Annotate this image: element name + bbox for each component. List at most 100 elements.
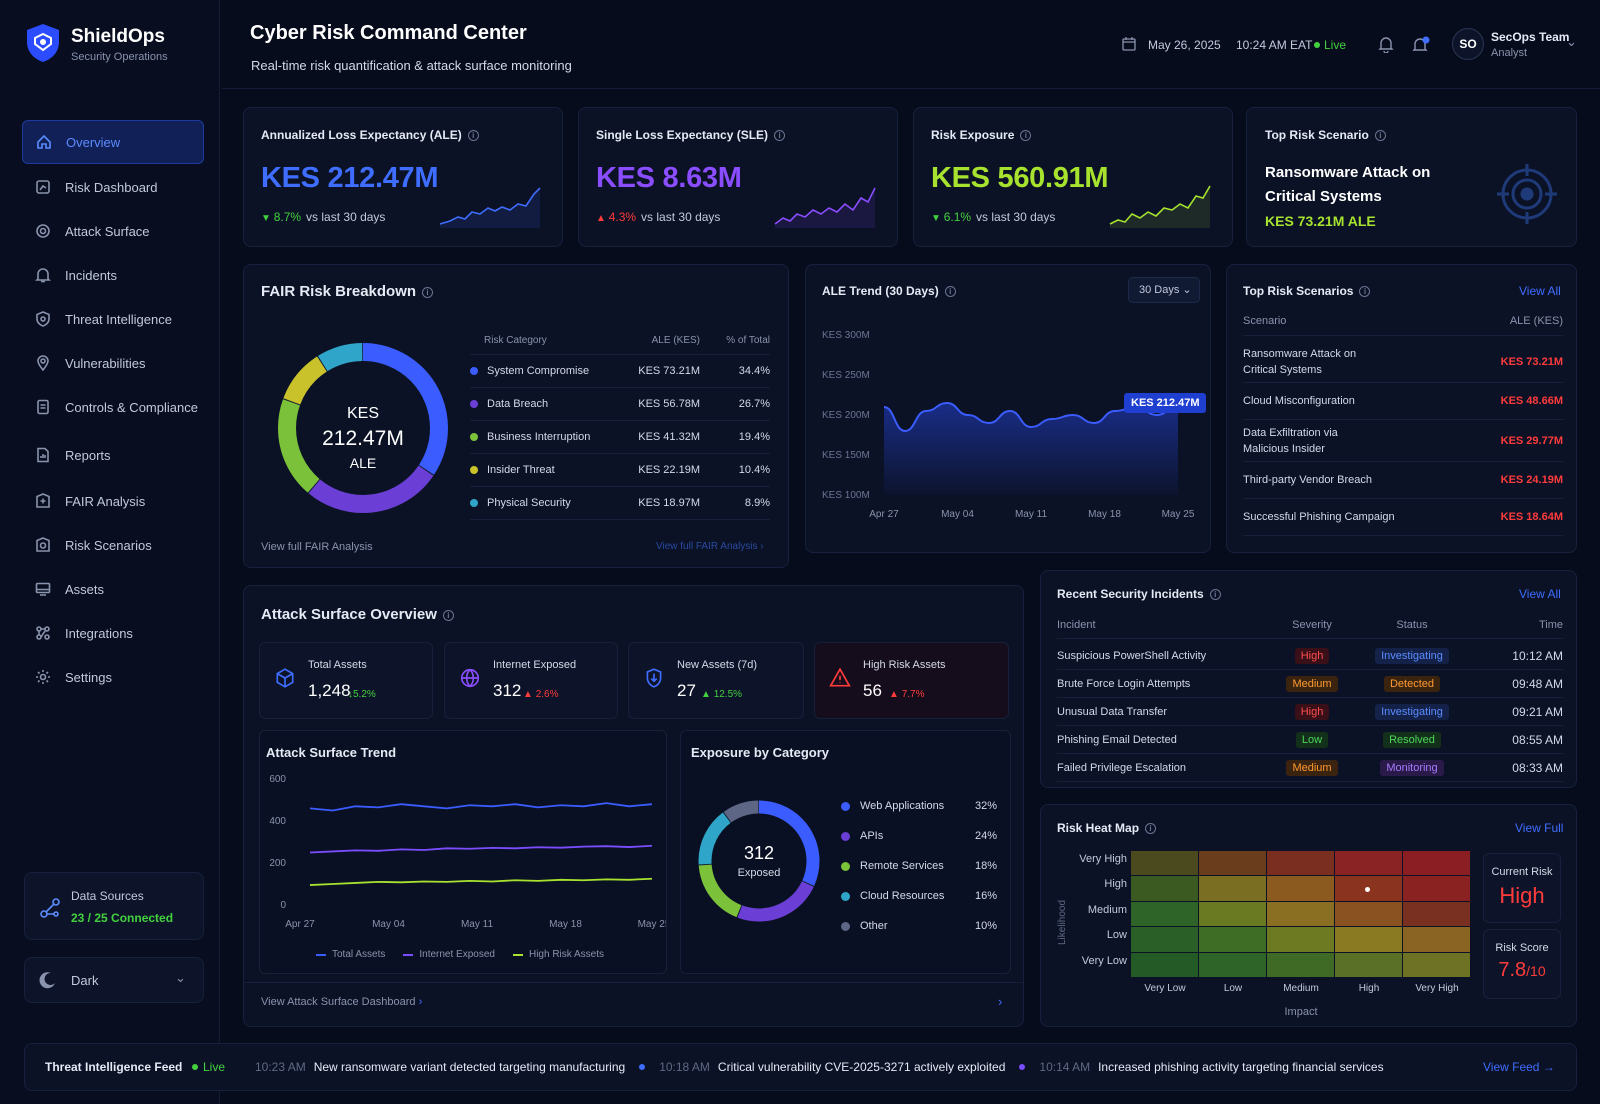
heat-cell[interactable] — [1403, 927, 1470, 952]
incident-row[interactable]: Failed Privilege Escalation Medium Monitor… — [1057, 754, 1563, 782]
heat-cell[interactable] — [1199, 851, 1266, 876]
heat-cell[interactable] — [1131, 851, 1198, 876]
notification-bell-icon[interactable] — [1378, 36, 1394, 56]
incident-row[interactable]: Unusual Data Transfer High Investigating 09… — [1057, 698, 1563, 726]
heat-cell[interactable] — [1403, 952, 1470, 977]
attack-stat-card[interactable]: High Risk Assets 56 ▲ 7.7% — [814, 642, 1009, 719]
heat-cell[interactable] — [1267, 901, 1334, 927]
live-dot-icon — [1314, 42, 1320, 48]
scenario-row[interactable]: Third-party Vendor Breach KES 24.19M — [1243, 462, 1563, 499]
heat-cell[interactable] — [1131, 876, 1198, 901]
heat-cell[interactable] — [1199, 952, 1266, 977]
current-risk-label: Current Risk — [1491, 866, 1553, 878]
sidebar-item-reports[interactable]: Reports — [22, 433, 204, 477]
heat-cell[interactable] — [1267, 851, 1334, 876]
kpi-card-1[interactable]: Annualized Loss Expectancy (ALE) i KES 212… — [243, 107, 563, 247]
chevron-right-icon[interactable]: › — [998, 994, 1003, 1009]
heat-cell[interactable] — [1267, 952, 1334, 977]
sidebar-item-controls-compliance[interactable]: Controls & Compliance — [22, 385, 204, 429]
status-badge: Monitoring — [1380, 759, 1444, 776]
view-feed-link[interactable]: View Feed → — [1483, 1060, 1555, 1074]
attack-stat-card[interactable]: Internet Exposed 312 ▲ 2.6% — [444, 642, 618, 719]
heat-cell[interactable] — [1199, 927, 1266, 952]
heat-cell[interactable] — [1335, 901, 1402, 927]
attack-stat-label: New Assets (7d) — [677, 659, 758, 671]
sidebar-item-incidents[interactable]: Incidents — [22, 253, 204, 297]
attack-stat-card[interactable]: Total Assets 1,248 ↓5.2% — [259, 642, 433, 719]
top-risk-scenarios-view-all[interactable]: View All — [1519, 284, 1561, 298]
view-attack-surface-link[interactable]: View Attack Surface Dashboard › — [261, 996, 423, 1008]
fair-row[interactable]: Data Breach KES 56.78M 26.7% — [470, 388, 770, 421]
legend-line-icon — [403, 953, 414, 956]
heat-cell[interactable] — [1403, 876, 1470, 901]
exposure-legend-item: Remote Services 18% — [841, 851, 997, 881]
top-risk-scenarios-header: Scenario ALE (KES) — [1243, 315, 1563, 336]
heat-cell[interactable] — [1131, 952, 1198, 977]
fair-row[interactable]: Business Interruption KES 41.32M 19.4% — [470, 421, 770, 454]
scenario-row[interactable]: Ransomware Attack on Critical Systems KES … — [1243, 341, 1563, 383]
sidebar-item-fair-analysis[interactable]: FAIR Analysis — [22, 479, 204, 523]
sidebar-item-settings[interactable]: Settings — [22, 655, 204, 699]
heat-map-view-full[interactable]: View Full — [1515, 821, 1564, 835]
feed-item[interactable]: 10:23 AM New ransomware variant detected … — [255, 1060, 646, 1074]
sidebar-item-assets[interactable]: Assets — [22, 567, 204, 611]
view-fair-analysis-link[interactable]: View full FAIR Analysis — [261, 541, 373, 553]
attack-stat-card[interactable]: New Assets (7d) 27 ▲ 12.5% — [628, 642, 804, 719]
heat-cell[interactable] — [1199, 876, 1266, 901]
incident-row[interactable]: Suspicious PowerShell Activity High Invest… — [1057, 642, 1563, 670]
page-title: Cyber Risk Command Center — [250, 22, 527, 44]
brand-subtitle: Security Operations — [71, 51, 168, 63]
sidebar-item-vulnerabilities[interactable]: Vulnerabilities — [22, 341, 204, 385]
ale-range-select[interactable]: 30 Days ⌄ — [1128, 277, 1200, 303]
incident-row[interactable]: Phishing Email Detected Low Resolved 08:55 … — [1057, 726, 1563, 754]
view-fair-analysis-link-secondary[interactable]: View full FAIR Analysis › — [656, 541, 764, 552]
data-sources-card[interactable]: Data Sources 23 / 25 Connected — [24, 872, 204, 940]
heat-cell[interactable] — [1131, 901, 1198, 927]
feed-item[interactable]: 10:14 AM Increased phishing activity targ… — [1039, 1060, 1383, 1074]
sidebar-item-threat-intelligence[interactable]: Threat Intelligence — [22, 297, 204, 341]
ale-x-tick: May 11 — [1015, 509, 1047, 520]
info-icon: i — [1359, 286, 1371, 298]
heat-cell[interactable] — [1403, 901, 1470, 927]
sidebar-item-overview[interactable]: Overview — [22, 120, 204, 164]
heat-cell[interactable] — [1131, 927, 1198, 952]
user-menu-chevron-icon[interactable]: ⌄ — [1566, 34, 1577, 49]
heat-cell[interactable] — [1199, 901, 1266, 927]
incidents-view-all[interactable]: View All — [1519, 587, 1561, 601]
kpi-card-3[interactable]: Risk Exposure i KES 560.91M ▼ 6.1% vs last 3… — [913, 107, 1233, 247]
heat-cell[interactable] — [1335, 851, 1402, 876]
top-risk-scenario-card[interactable]: Top Risk Scenario i Ransomware Attack on … — [1246, 107, 1577, 247]
heat-cell[interactable] — [1403, 851, 1470, 876]
fair-row[interactable]: Physical Security KES 18.97M 8.9% — [470, 487, 770, 520]
avatar[interactable]: SO — [1452, 28, 1484, 60]
kpi-card-2[interactable]: Single Loss Expectancy (SLE) i KES 8.63M ▲ … — [578, 107, 898, 247]
heat-map-grid — [1131, 851, 1471, 978]
user-name[interactable]: SecOps Team — [1491, 30, 1570, 44]
sidebar-item-integrations[interactable]: Integrations — [22, 611, 204, 655]
heat-cell[interactable] — [1267, 876, 1334, 901]
heat-cell[interactable] — [1267, 927, 1334, 952]
feed-item[interactable]: 10:18 AM Critical vulnerability CVE-2025-… — [659, 1060, 1026, 1074]
sidebar-item-attack-surface[interactable]: Attack Surface — [22, 209, 204, 253]
scenario-ale: KES 48.66M — [1500, 395, 1563, 407]
sidebar-item-risk-dashboard[interactable]: Risk Dashboard — [22, 165, 204, 209]
fair-row[interactable]: Insider Threat KES 22.19M 10.4% — [470, 454, 770, 487]
theme-selector[interactable]: Dark ⌄ — [24, 957, 204, 1003]
current-risk-card: Current Risk High — [1483, 853, 1561, 923]
heat-cell[interactable] — [1335, 927, 1402, 952]
scenario-row[interactable]: Successful Phishing Campaign KES 18.64M — [1243, 499, 1563, 536]
scenario-row[interactable]: Cloud Misconfiguration KES 48.66M — [1243, 383, 1563, 420]
sidebar-item-risk-scenarios[interactable]: Risk Scenarios — [22, 523, 204, 567]
fair-row-category: Business Interruption — [487, 431, 591, 443]
scenario-row[interactable]: Data Exfiltration via Malicious Insider KE… — [1243, 420, 1563, 462]
kpi-title: Single Loss Expectancy (SLE) i — [596, 128, 786, 142]
arrow-right-icon: → — [1542, 1060, 1555, 1074]
incident-row[interactable]: Brute Force Login Attempts Medium Detected… — [1057, 670, 1563, 698]
top-risk-scenarios-list: Ransomware Attack on Critical Systems KES … — [1243, 341, 1563, 536]
sidebar-item-label: Incidents — [65, 267, 118, 283]
heat-cell[interactable] — [1335, 952, 1402, 977]
info-icon: i — [1374, 130, 1386, 142]
incident-time: 08:55 AM — [1512, 732, 1563, 747]
alerts-icon[interactable] — [1412, 36, 1430, 57]
fair-row[interactable]: System Compromise KES 73.21M 34.4% — [470, 355, 770, 388]
